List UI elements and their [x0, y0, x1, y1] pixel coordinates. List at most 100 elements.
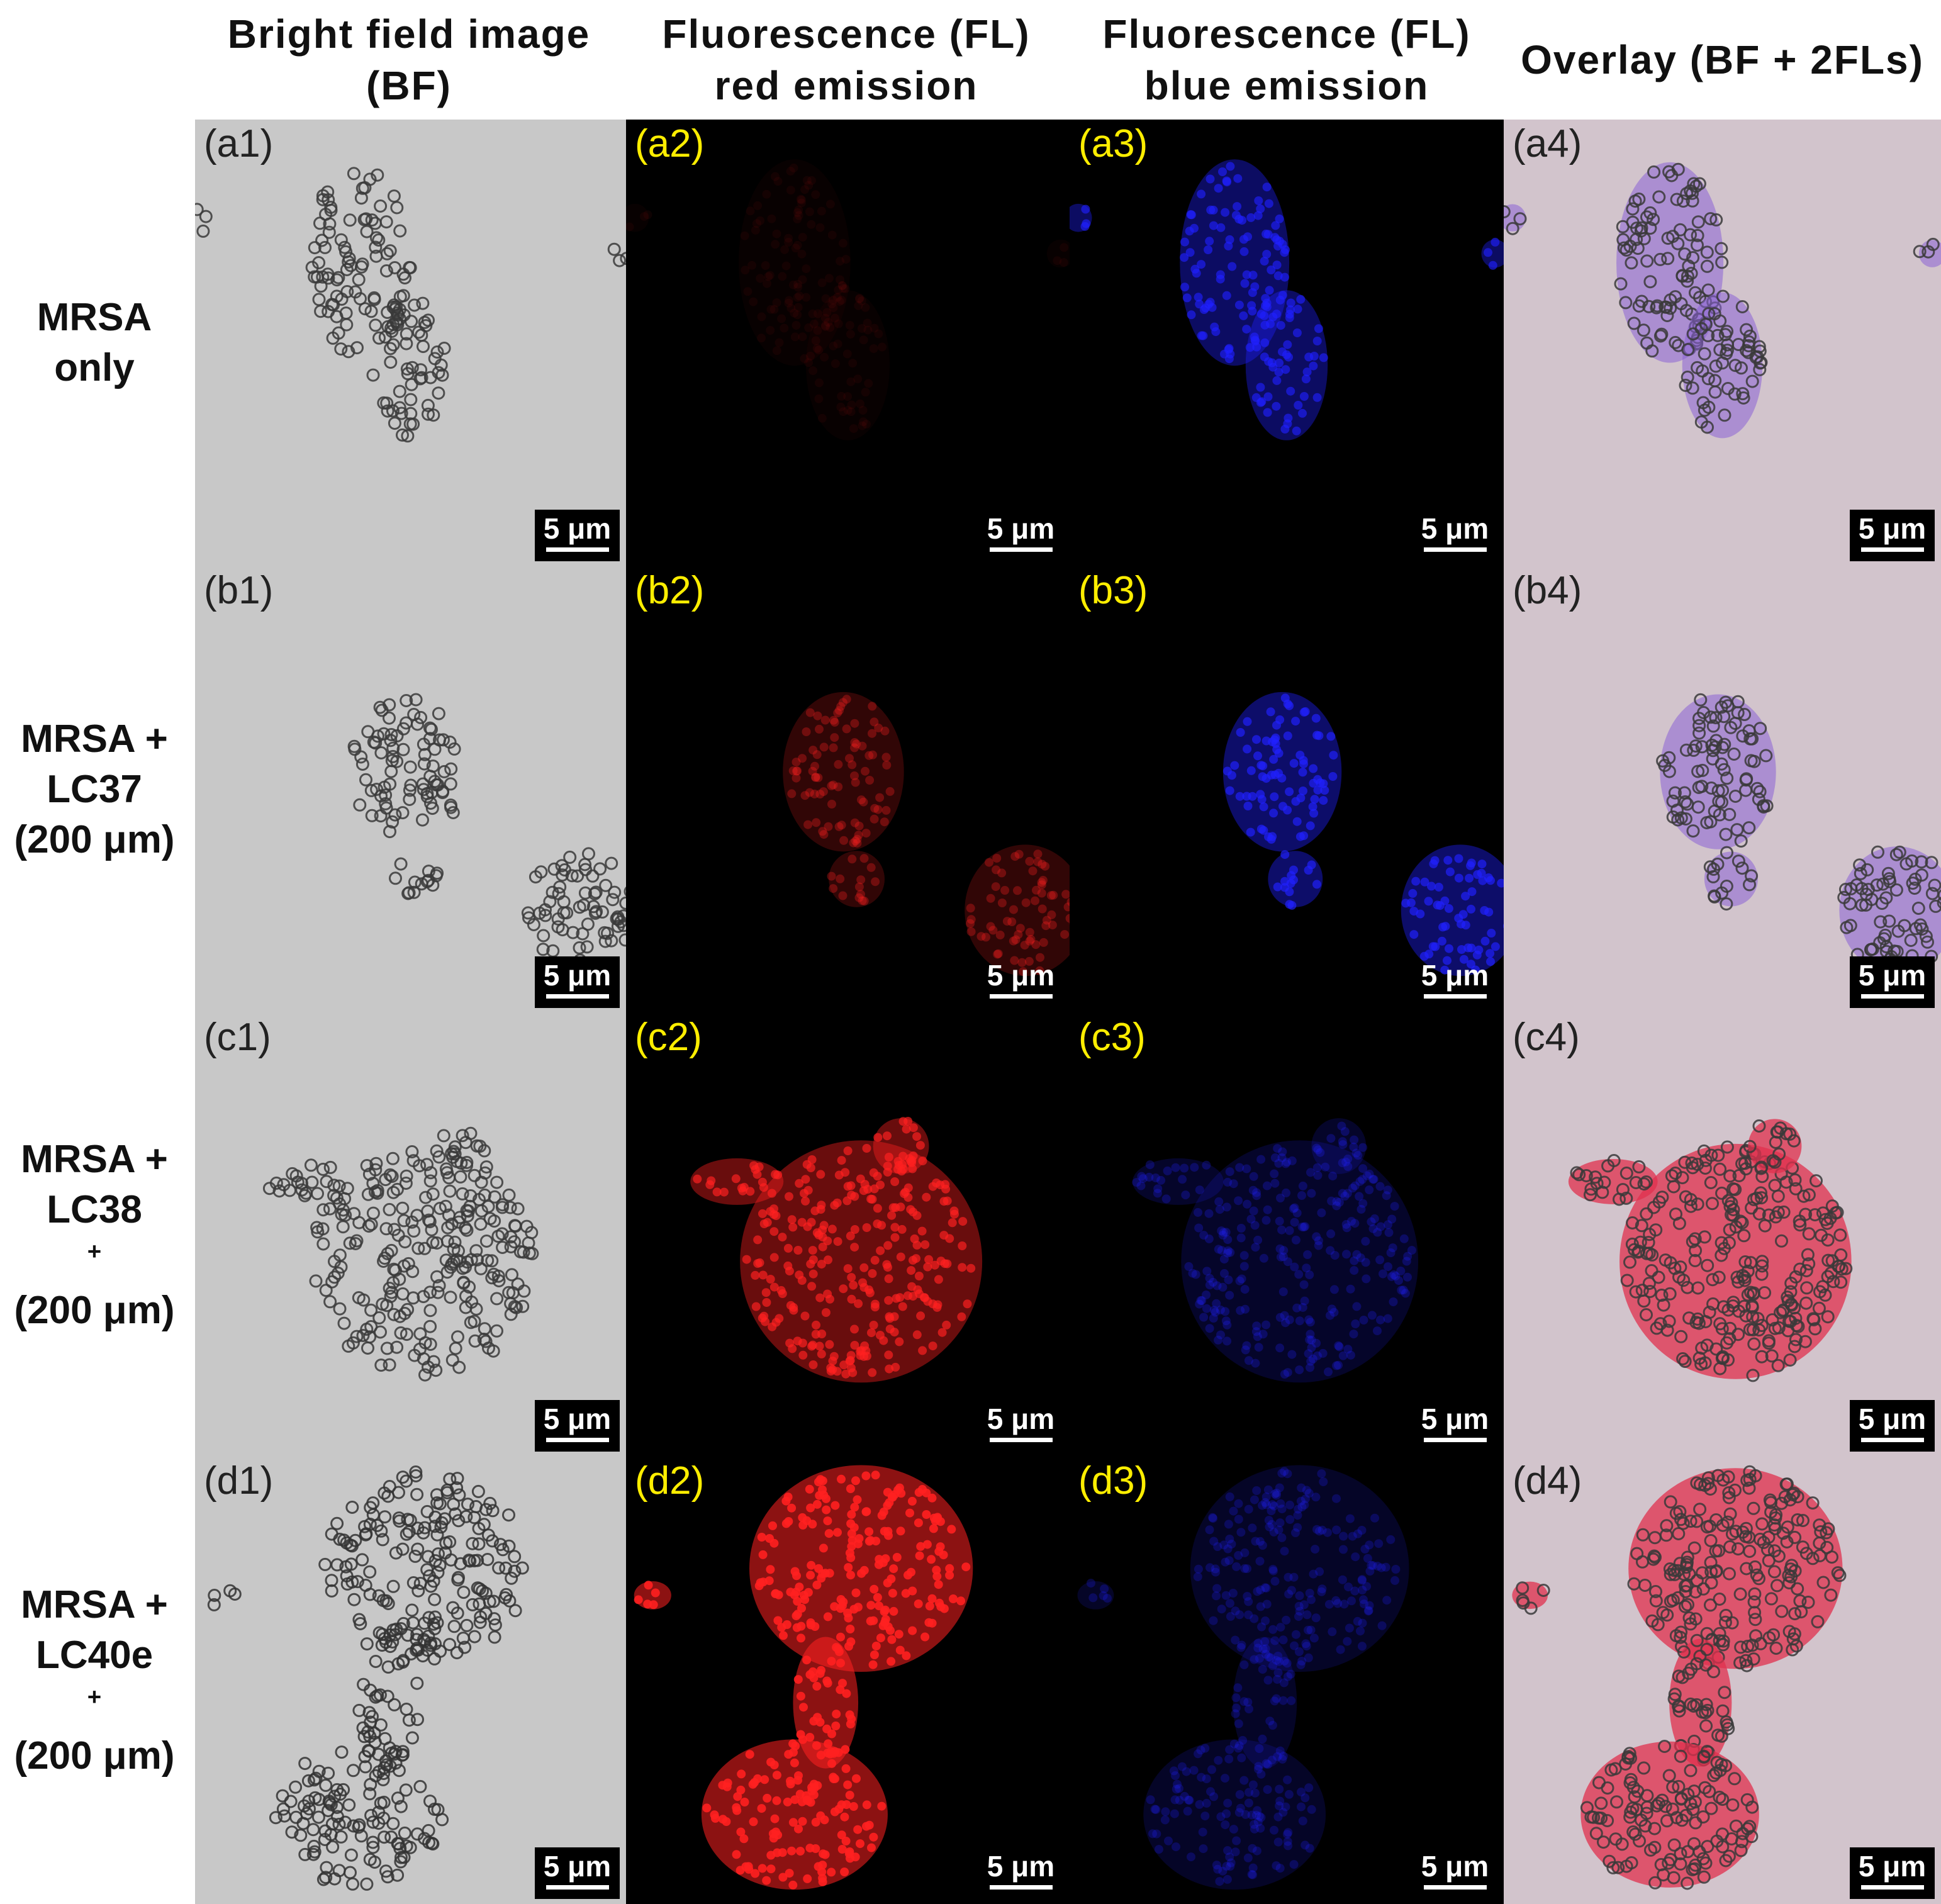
scale-bar: 5 μm — [1850, 1400, 1935, 1452]
scale-bar-line — [989, 1885, 1053, 1890]
scale-bar-line — [1423, 994, 1487, 999]
row-label-compound: LC40e — [35, 1633, 154, 1677]
scale-bar-label: 5 μm — [1421, 1403, 1489, 1435]
panel-label: (a1) — [204, 122, 274, 165]
panel-label: (a4) — [1513, 122, 1582, 165]
row-label-line: MRSA + — [21, 717, 168, 761]
panel-label: (d4) — [1513, 1459, 1582, 1503]
panel-label: (b2) — [635, 569, 705, 612]
header-bright-field-line1: Bright field image — [227, 11, 591, 57]
panel-a4: (a4) 5 μm — [1504, 120, 1941, 566]
scale-bar-line — [989, 547, 1053, 552]
header-bright-field-line2: (BF) — [366, 63, 452, 108]
row-label-line: (200 μm) — [14, 818, 175, 861]
panel-label: (c2) — [635, 1016, 702, 1059]
scale-bar-line — [1423, 547, 1487, 552]
scale-bar: 5 μm — [978, 1847, 1063, 1899]
micrograph-image — [1070, 1013, 1504, 1457]
micrograph-image — [195, 1457, 626, 1904]
scale-bar-line — [1860, 1885, 1924, 1890]
scale-bar: 5 μm — [1412, 1847, 1497, 1899]
row-label-line: only — [54, 346, 135, 389]
row-label-line: (200 μm) — [14, 1288, 175, 1332]
panel-c3: (c3) 5 μm — [1070, 1013, 1504, 1457]
header-overlay-line1: Overlay (BF + 2FLs) — [1521, 37, 1924, 82]
panel-d2: (d2) 5 μm — [626, 1457, 1070, 1904]
panel-b3: (b3) 5 μm — [1070, 566, 1504, 1013]
row-label-superscript: + — [87, 1683, 102, 1710]
header-red-emission-line2: red emission — [714, 63, 978, 108]
panel-c2: (c2) 5 μm — [626, 1013, 1070, 1457]
scale-bar: 5 μm — [1850, 956, 1935, 1008]
scale-bar-label: 5 μm — [987, 959, 1055, 992]
panel-a2: (a2) 5 μm — [626, 120, 1070, 566]
scale-bar-label: 5 μm — [543, 1850, 612, 1883]
panel-d4: (d4) 5 μm — [1504, 1457, 1941, 1904]
scale-bar: 5 μm — [535, 510, 620, 561]
header-bright-field: Bright field image (BF) — [195, 0, 623, 120]
row-label-superscript: + — [87, 1237, 102, 1265]
scale-bar-label: 5 μm — [987, 512, 1055, 545]
scale-bar-label: 5 μm — [543, 959, 612, 992]
row-label-line: MRSA + — [21, 1137, 168, 1181]
micrograph-image — [195, 120, 626, 566]
panel-label: (b1) — [204, 569, 274, 612]
micrograph-image — [1070, 120, 1504, 566]
panel-c1: (c1) 5 μm — [195, 1013, 626, 1457]
micrograph-image — [195, 566, 626, 1013]
panel-b4: (b4) 5 μm — [1504, 566, 1941, 1013]
scale-bar-line — [545, 994, 609, 999]
scale-bar-line — [1860, 547, 1924, 552]
scale-bar-line — [1860, 1438, 1924, 1442]
scale-bar: 5 μm — [1412, 510, 1497, 561]
row-label-lc38: MRSA + LC38 + (200 μm) — [0, 1013, 189, 1457]
scale-bar-line — [545, 1438, 609, 1442]
panel-c4: (c4) 5 μm — [1504, 1013, 1941, 1457]
micrograph-image — [1070, 566, 1504, 1013]
micrograph-image — [1504, 1013, 1941, 1457]
scale-bar-line — [545, 1885, 609, 1890]
scale-bar-label: 5 μm — [987, 1850, 1055, 1883]
panel-b1: (b1) 5 μm — [195, 566, 626, 1013]
scale-bar-line — [1860, 994, 1924, 999]
panel-label: (d2) — [635, 1459, 705, 1503]
scale-bar: 5 μm — [1412, 956, 1497, 1008]
scale-bar: 5 μm — [535, 1847, 620, 1899]
row-label-compound: LC38 — [47, 1187, 142, 1231]
scale-bar: 5 μm — [535, 1400, 620, 1452]
row-label-line: LC37 — [47, 768, 142, 811]
row-label-line: LC40e + — [36, 1630, 153, 1731]
row-label-lc40e: MRSA + LC40e + (200 μm) — [0, 1457, 189, 1904]
row-label-line: MRSA + — [21, 1582, 168, 1627]
row-label-lc37: MRSA + LC37 (200 μm) — [0, 566, 189, 1013]
row-label-line: MRSA — [36, 296, 152, 339]
panel-label: (b3) — [1078, 569, 1148, 612]
panel-label: (a2) — [635, 122, 705, 165]
scale-bar: 5 μm — [1412, 1400, 1497, 1452]
header-red-emission-line1: Fluorescence (FL) — [662, 11, 1031, 57]
scale-bar-label: 5 μm — [1421, 512, 1489, 545]
row-label-line: LC38 + — [47, 1185, 142, 1285]
micrograph-image — [626, 1013, 1070, 1457]
micrograph-image — [1504, 566, 1941, 1013]
micrograph-image — [626, 120, 1070, 566]
scale-bar-line — [989, 994, 1053, 999]
panel-label: (a3) — [1078, 122, 1148, 165]
scale-bar-label: 5 μm — [543, 512, 612, 545]
scale-bar-label: 5 μm — [987, 1403, 1055, 1435]
scale-bar: 5 μm — [1850, 1847, 1935, 1899]
header-blue-emission-line1: Fluorescence (FL) — [1102, 11, 1471, 57]
panel-d3: (d3) 5 μm — [1070, 1457, 1504, 1904]
scale-bar: 5 μm — [535, 956, 620, 1008]
scale-bar-label: 5 μm — [1858, 1403, 1927, 1435]
panel-label: (c1) — [204, 1016, 271, 1059]
scale-bar-label: 5 μm — [1421, 1850, 1489, 1883]
header-overlay: Overlay (BF + 2FLs) — [1504, 0, 1941, 120]
scale-bar: 5 μm — [1850, 510, 1935, 561]
panel-a1: (a1) 5 μm — [195, 120, 626, 566]
panel-a3: (a3) 5 μm — [1070, 120, 1504, 566]
panel-label: (d1) — [204, 1459, 274, 1503]
micrograph-image — [626, 566, 1070, 1013]
scale-bar-line — [989, 1438, 1053, 1442]
panel-label: (c4) — [1513, 1016, 1580, 1059]
